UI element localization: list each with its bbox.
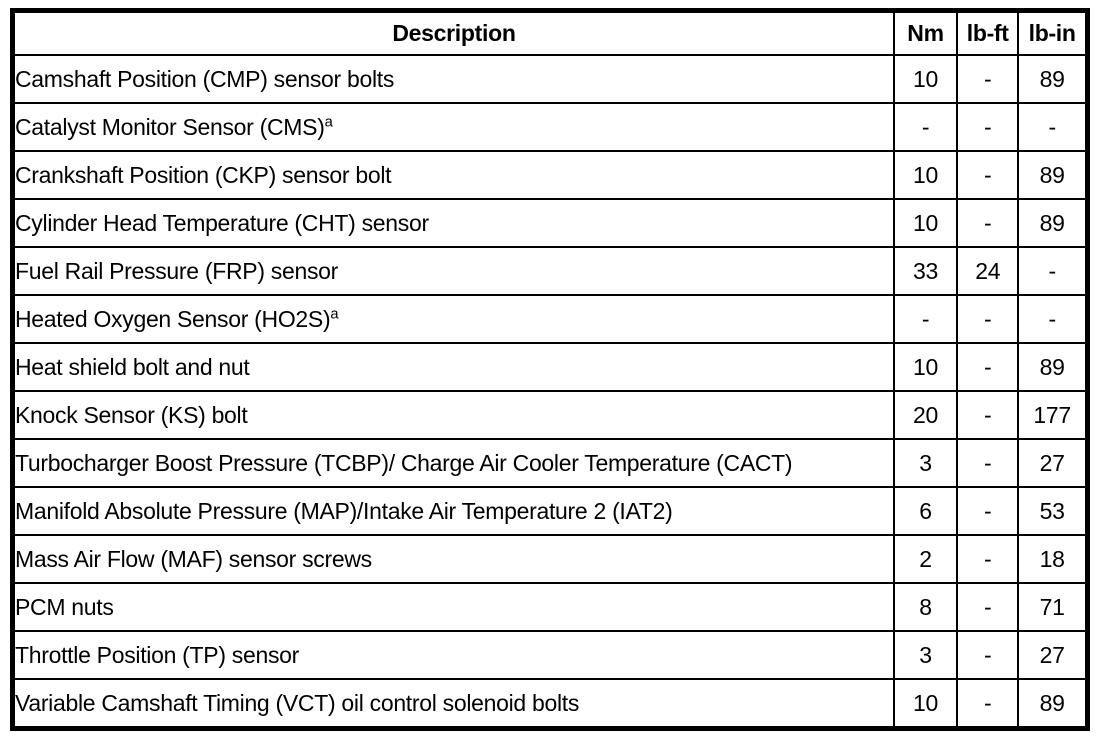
- footnote-marker: a: [330, 305, 339, 322]
- cell-description: Manifold Absolute Pressure (MAP)/Intake …: [11, 486, 895, 536]
- cell-description: Heat shield bolt and nut: [11, 342, 895, 392]
- cell-description: PCM nuts: [11, 582, 895, 632]
- cell-lb-in: 177: [1017, 390, 1089, 440]
- cell-lb-ft: -: [956, 390, 1020, 440]
- description-text: PCM nuts: [15, 593, 114, 620]
- cell-lb-in: 27: [1017, 630, 1089, 680]
- description-text: Variable Camshaft Timing (VCT) oil contr…: [15, 689, 580, 716]
- description-text: Heated Oxygen Sensor (HO2S): [15, 305, 331, 332]
- cell-lb-in: 89: [1017, 342, 1089, 392]
- cell-lb-in: 71: [1017, 582, 1089, 632]
- cell-nm: 6: [892, 486, 959, 536]
- cell-nm: -: [892, 294, 959, 344]
- cell-lb-ft: -: [956, 582, 1020, 632]
- torque-spec-table: Description Nm lb-ft lb-in Camshaft Posi…: [10, 8, 1090, 731]
- footnote-marker: a: [324, 113, 333, 130]
- cell-nm: 10: [892, 54, 959, 104]
- cell-description: Heated Oxygen Sensor (HO2S)a: [11, 294, 895, 344]
- cell-lb-in: -: [1017, 102, 1089, 152]
- cell-lb-in: 89: [1017, 150, 1089, 200]
- table-row: Fuel Rail Pressure (FRP) sensor 33 24 -: [11, 246, 1089, 296]
- cell-lb-ft: -: [956, 630, 1020, 680]
- cell-nm: 2: [892, 534, 959, 584]
- cell-lb-ft: -: [956, 678, 1020, 730]
- description-text: Fuel Rail Pressure (FRP) sensor: [15, 257, 339, 284]
- description-text: Crankshaft Position (CKP) sensor bolt: [15, 161, 392, 188]
- cell-nm: 8: [892, 582, 959, 632]
- cell-lb-in: 89: [1017, 198, 1089, 248]
- description-text: Catalyst Monitor Sensor (CMS): [15, 113, 325, 140]
- cell-lb-in: 27: [1017, 438, 1089, 488]
- cell-nm: 3: [892, 438, 959, 488]
- cell-nm: 3: [892, 630, 959, 680]
- cell-lb-ft: -: [956, 102, 1020, 152]
- cell-lb-ft: -: [956, 294, 1020, 344]
- table-row: Heat shield bolt and nut 10 - 89: [11, 342, 1089, 392]
- table-row: Camshaft Position (CMP) sensor bolts 10 …: [11, 54, 1089, 104]
- cell-nm: 10: [892, 198, 959, 248]
- col-header-description: Description: [11, 9, 895, 56]
- cell-description: Knock Sensor (KS) bolt: [11, 390, 895, 440]
- table-row: Manifold Absolute Pressure (MAP)/Intake …: [11, 486, 1089, 536]
- cell-lb-in: -: [1017, 294, 1089, 344]
- cell-nm: 10: [892, 678, 959, 730]
- cell-nm: 33: [892, 246, 959, 296]
- cell-lb-in: 89: [1017, 54, 1089, 104]
- cell-lb-ft: -: [956, 342, 1020, 392]
- col-header-nm: Nm: [892, 9, 959, 56]
- header-row: Description Nm lb-ft lb-in: [11, 9, 1089, 56]
- cell-description: Variable Camshaft Timing (VCT) oil contr…: [11, 678, 895, 730]
- cell-lb-in: 53: [1017, 486, 1089, 536]
- cell-description: Turbocharger Boost Pressure (TCBP)/ Char…: [11, 438, 895, 488]
- cell-description: Crankshaft Position (CKP) sensor bolt: [11, 150, 895, 200]
- table-row: Knock Sensor (KS) bolt 20 - 177: [11, 390, 1089, 440]
- cell-description: Fuel Rail Pressure (FRP) sensor: [11, 246, 895, 296]
- cell-description: Cylinder Head Temperature (CHT) sensor: [11, 198, 895, 248]
- table-row: Throttle Position (TP) sensor 3 - 27: [11, 630, 1089, 680]
- table-row: Turbocharger Boost Pressure (TCBP)/ Char…: [11, 438, 1089, 488]
- cell-description: Mass Air Flow (MAF) sensor screws: [11, 534, 895, 584]
- cell-lb-in: 89: [1017, 678, 1089, 730]
- table-row: Heated Oxygen Sensor (HO2S)a - - -: [11, 294, 1089, 344]
- cell-lb-in: -: [1017, 246, 1089, 296]
- description-text: Heat shield bolt and nut: [15, 353, 250, 380]
- cell-nm: -: [892, 102, 959, 152]
- description-text: Cylinder Head Temperature (CHT) sensor: [15, 209, 429, 236]
- description-text: Camshaft Position (CMP) sensor bolts: [15, 65, 395, 92]
- cell-lb-in: 18: [1017, 534, 1089, 584]
- table-row: Catalyst Monitor Sensor (CMS)a - - -: [11, 102, 1089, 152]
- cell-nm: 20: [892, 390, 959, 440]
- description-text: Knock Sensor (KS) bolt: [15, 401, 248, 428]
- cell-description: Catalyst Monitor Sensor (CMS)a: [11, 102, 895, 152]
- description-text: Manifold Absolute Pressure (MAP)/Intake …: [15, 497, 673, 524]
- table-row: PCM nuts 8 - 71: [11, 582, 1089, 632]
- cell-description: Throttle Position (TP) sensor: [11, 630, 895, 680]
- col-header-lb-ft: lb-ft: [956, 9, 1020, 56]
- table-row: Cylinder Head Temperature (CHT) sensor 1…: [11, 198, 1089, 248]
- cell-lb-ft: -: [956, 438, 1020, 488]
- cell-nm: 10: [892, 150, 959, 200]
- table-row: Mass Air Flow (MAF) sensor screws 2 - 18: [11, 534, 1089, 584]
- cell-lb-ft: 24: [956, 246, 1020, 296]
- table-row: Variable Camshaft Timing (VCT) oil contr…: [11, 678, 1089, 730]
- table-row: Crankshaft Position (CKP) sensor bolt 10…: [11, 150, 1089, 200]
- description-text: Mass Air Flow (MAF) sensor screws: [15, 545, 372, 572]
- description-text: Turbocharger Boost Pressure (TCBP)/ Char…: [15, 449, 793, 476]
- cell-description: Camshaft Position (CMP) sensor bolts: [11, 54, 895, 104]
- col-header-lb-in: lb-in: [1017, 9, 1089, 56]
- cell-nm: 10: [892, 342, 959, 392]
- cell-lb-ft: -: [956, 486, 1020, 536]
- cell-lb-ft: -: [956, 150, 1020, 200]
- cell-lb-ft: -: [956, 54, 1020, 104]
- cell-lb-ft: -: [956, 534, 1020, 584]
- description-text: Throttle Position (TP) sensor: [15, 641, 300, 668]
- cell-lb-ft: -: [956, 198, 1020, 248]
